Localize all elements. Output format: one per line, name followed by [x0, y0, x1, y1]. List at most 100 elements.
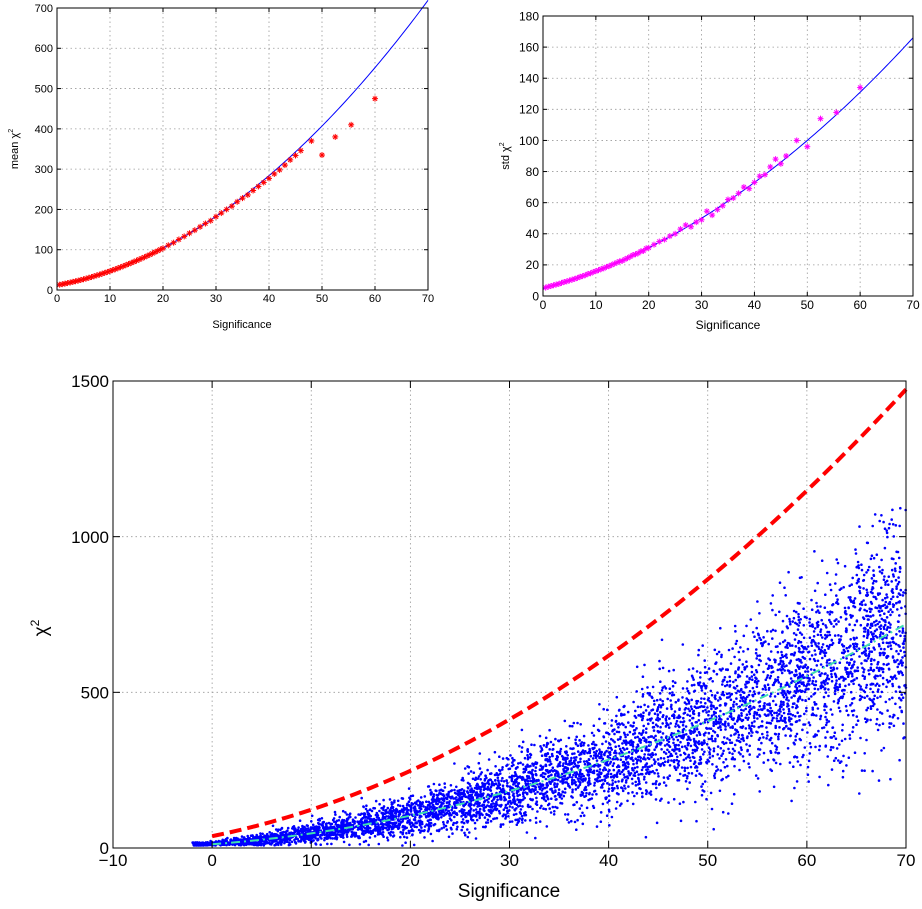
std-xtick-label: 40 [748, 298, 762, 312]
mean-data-point [186, 230, 193, 237]
std-data-point [777, 160, 784, 167]
mean-chi2-grid [57, 8, 428, 290]
std-chi2-ticks: 0 10 20 30 40 50 60 70 0 20 40 60 80 100 120 140 160 180 [519, 9, 920, 312]
scatter-xtick-label: −10 [99, 851, 128, 870]
mean-data-point [308, 137, 315, 144]
std-ytick-label: 20 [526, 258, 540, 272]
std-data-point [857, 84, 864, 91]
mean-data-point [202, 220, 209, 227]
std-xtick-label: 20 [642, 298, 656, 312]
std-data-point [756, 173, 763, 180]
scatter-xtick-label: 10 [302, 851, 321, 870]
chi2-scatter-grid [113, 381, 906, 848]
scatter-ytick-label: 0 [100, 839, 109, 858]
mean-data-point [96, 271, 103, 278]
std-data-point [793, 137, 800, 144]
mean-xtick-label: 30 [210, 293, 222, 305]
mean-xtick-label: 50 [316, 293, 328, 305]
mean-data-point [271, 170, 278, 177]
chi2-scatter-curves [211, 388, 908, 846]
std-xtick-label: 0 [540, 298, 547, 312]
std-ytick-label: 140 [519, 72, 539, 86]
scatter-xtick-label: 30 [500, 851, 519, 870]
mean-data-point [130, 258, 137, 265]
std-xtick-label: 70 [906, 298, 920, 312]
mean-data-point [234, 198, 241, 205]
mean-data-point [223, 206, 230, 213]
std-chi2-grid [543, 16, 913, 296]
mean-chi2-axes-frame [56, 7, 429, 291]
std-data-point [661, 236, 668, 243]
mean-chi2-ylabel: mean χ2 [8, 129, 21, 169]
mean-data-point [297, 147, 304, 154]
scatter-xtick-label: 70 [897, 851, 916, 870]
mean-data-point [276, 166, 283, 173]
std-data-point [682, 222, 689, 229]
std-data-point [730, 195, 737, 201]
std-xtick-label: 60 [853, 298, 867, 312]
std-data-point [693, 219, 700, 226]
mean-data-point [191, 227, 198, 234]
std-ytick-label: 60 [526, 196, 540, 210]
std-data-point [677, 226, 684, 233]
std-data-point [804, 143, 811, 150]
mean-data-point [207, 217, 214, 224]
scatter-ytick-label: 500 [81, 683, 109, 702]
std-xtick-label: 30 [695, 298, 709, 312]
mean-ytick-label: 100 [35, 245, 53, 257]
std-chi2-xlabel: Significance [696, 318, 761, 332]
mean-data-point [175, 236, 182, 243]
scatter-ytick-label: 1500 [71, 372, 109, 391]
mean-chi2-points [56, 95, 378, 288]
std-xtick-label: 10 [589, 298, 603, 312]
mean-ytick-label: 600 [35, 43, 53, 55]
std-ytick-label: 40 [526, 227, 540, 241]
std-data-point [762, 171, 768, 178]
std-data-point [714, 206, 721, 213]
mean-chi2-xlabel: Significance [212, 319, 271, 331]
std-ytick-label: 120 [519, 103, 539, 117]
std-data-point [783, 153, 790, 159]
std-ytick-label: 100 [519, 134, 539, 148]
scatter-xtick-label: 50 [698, 851, 717, 870]
mean-ytick-label: 400 [35, 124, 53, 136]
upper-bound-curve [211, 388, 908, 839]
scatter-xtick-label: 0 [207, 851, 216, 870]
mean-data-point [260, 179, 267, 186]
std-data-point [651, 241, 657, 248]
mean-data-point [197, 223, 204, 230]
mean-data-point [244, 191, 251, 198]
mean-data-point [160, 245, 166, 252]
mean-curve [212, 623, 907, 846]
std-data-point [817, 115, 824, 122]
std-chi2-axes-frame [542, 15, 914, 297]
std-data-point [645, 244, 652, 251]
std-data-point [587, 270, 594, 277]
std-chi2-ylabel: std χ2 [499, 142, 512, 170]
std-data-point [666, 233, 673, 240]
std-data-point [833, 109, 840, 116]
mean-ytick-label: 200 [35, 204, 53, 216]
scatter-xtick-label: 20 [401, 851, 420, 870]
std-ytick-label: 0 [532, 289, 539, 303]
std-data-point [698, 216, 705, 223]
mean-data-point [218, 210, 225, 217]
mean-ytick-label: 500 [35, 84, 53, 96]
mean-data-point [181, 233, 188, 240]
mean-xtick-label: 10 [104, 293, 116, 305]
std-data-point [746, 185, 753, 192]
std-ytick-label: 180 [519, 9, 539, 23]
std-data-point [703, 208, 710, 215]
std-data-point [740, 184, 747, 191]
mean-data-point [165, 242, 172, 249]
std-data-point [688, 223, 694, 230]
mean-data-point [213, 213, 219, 220]
mean-data-point [266, 175, 272, 182]
mean-data-point [250, 187, 257, 194]
std-data-point [656, 238, 663, 245]
